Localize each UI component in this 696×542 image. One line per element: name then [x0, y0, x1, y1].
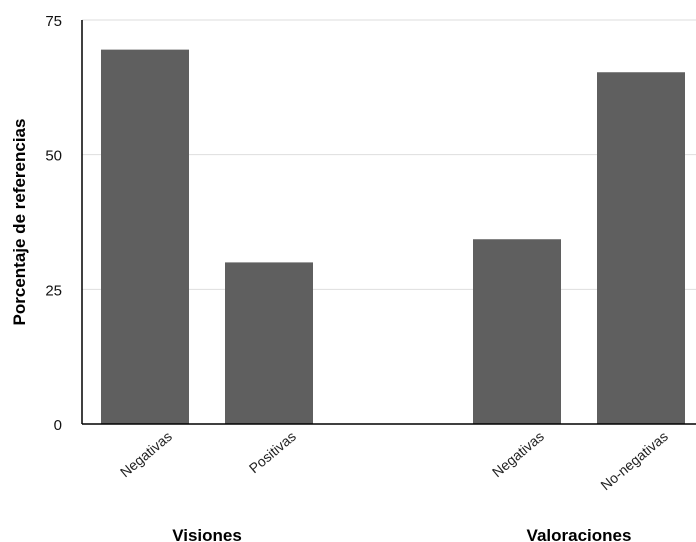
y-tick-label: 75: [45, 13, 62, 30]
group-labels: Visiones Valoraciones: [172, 526, 631, 542]
y-tick-label: 0: [54, 417, 62, 434]
bars: [101, 49, 685, 424]
bar: [597, 72, 685, 424]
bar: [225, 262, 313, 424]
x-tick-label: Negativas: [117, 428, 175, 480]
y-axis-label: Porcentaje de referencias: [10, 119, 29, 326]
x-tick-label: Negativas: [489, 428, 547, 480]
y-tick-label: 25: [45, 282, 62, 299]
x-tick-label: No-negativas: [597, 428, 670, 493]
group-label: Visiones: [172, 526, 242, 542]
bar: [473, 239, 561, 424]
x-tick-label: Positivas: [246, 428, 299, 476]
y-tick-label: 50: [45, 148, 62, 165]
group-label: Valoraciones: [527, 526, 632, 542]
bar: [101, 49, 189, 424]
y-tick-labels: 0 25 50 75: [45, 13, 62, 434]
x-tick-labels: Negativas Positivas Negativas No-negativas: [117, 428, 671, 493]
